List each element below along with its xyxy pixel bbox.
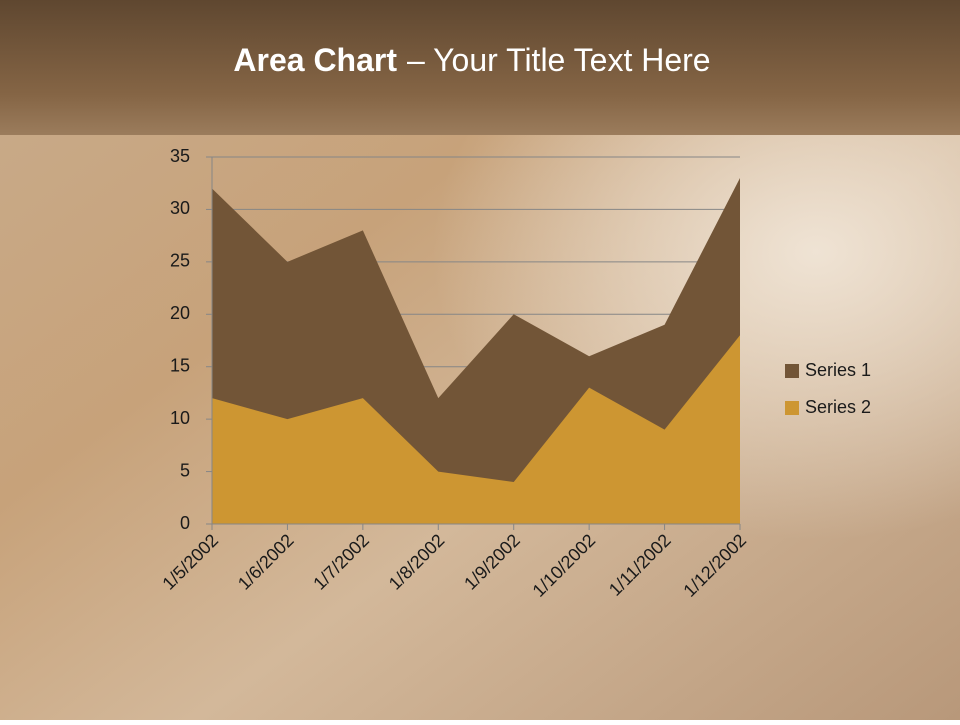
y-tick-label: 35 [170, 146, 190, 166]
title-text: – Your Title Text Here [407, 42, 711, 78]
slide-title: Area Chart – Your Title Text Here [233, 42, 710, 78]
y-tick-label: 30 [170, 198, 190, 218]
title-band [0, 0, 960, 135]
y-tick-label: 25 [170, 251, 190, 271]
title-emphasis: Area Chart [233, 42, 397, 78]
y-tick-label: 10 [170, 408, 190, 428]
legend-label: Series 2 [805, 397, 871, 417]
area [212, 335, 740, 524]
y-tick-label: 15 [170, 355, 190, 375]
y-tick-label: 0 [180, 513, 190, 533]
y-tick-label: 20 [170, 303, 190, 323]
legend-swatch [785, 364, 799, 378]
legend-label: Series 1 [805, 360, 871, 380]
y-tick-label: 5 [180, 460, 190, 480]
legend-swatch [785, 401, 799, 415]
